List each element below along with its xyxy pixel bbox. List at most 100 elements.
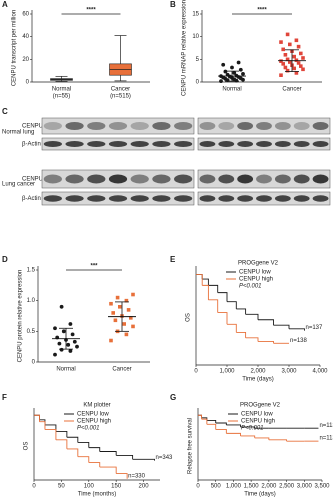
- blot-band: [218, 174, 235, 184]
- y-axis-label: OS: [24, 442, 30, 451]
- km-step: [226, 424, 241, 427]
- point: [221, 62, 226, 67]
- blot-group-label: Normal lung: [2, 130, 34, 136]
- point: [294, 71, 299, 75]
- km-step: [226, 432, 241, 436]
- x-tick-label: Normal: [56, 367, 75, 373]
- km-step: [215, 422, 227, 425]
- point: [301, 67, 305, 72]
- blot-band: [274, 195, 291, 202]
- x-tick-label: 3,500: [314, 484, 330, 490]
- significance-label: ***: [90, 264, 98, 270]
- km-step: [258, 341, 274, 344]
- km-step: [254, 437, 270, 440]
- blot-band: [237, 174, 254, 184]
- legend-label: CENPU low: [77, 412, 109, 418]
- chart-title: PROGgene V2: [240, 403, 281, 409]
- blot-band: [218, 122, 235, 130]
- blot-row-label: β-Actin: [22, 196, 41, 202]
- p-value: P<0.001: [239, 284, 262, 290]
- km-step: [236, 308, 247, 315]
- point: [299, 64, 303, 68]
- x-tick-label: 3,000: [297, 484, 313, 490]
- point: [59, 304, 64, 309]
- y-tick-label: 0: [26, 80, 30, 86]
- blot-band: [256, 141, 272, 147]
- km-step: [44, 429, 57, 440]
- km-step: [206, 423, 217, 430]
- x-tick-label: 2,000: [250, 369, 266, 375]
- point: [118, 305, 122, 309]
- point: [126, 308, 131, 312]
- panel-letter: A: [2, 0, 8, 9]
- point: [285, 57, 290, 62]
- km-step: [39, 421, 46, 430]
- y-tick-label: 0: [196, 80, 200, 86]
- point: [294, 38, 299, 43]
- point: [70, 332, 75, 337]
- km-step: [34, 414, 40, 420]
- km-step: [208, 284, 219, 293]
- km-step: [99, 466, 117, 474]
- point: [232, 71, 237, 75]
- legend-label: CENPU high: [239, 277, 273, 283]
- blot-band: [130, 174, 149, 184]
- point: [131, 292, 135, 297]
- km-step: [289, 328, 305, 331]
- km-step: [217, 312, 228, 325]
- blot-band: [152, 122, 171, 130]
- km-step: [202, 284, 209, 300]
- km-step: [227, 301, 237, 309]
- km-step: [268, 439, 288, 442]
- panel-letter: G: [170, 393, 176, 402]
- km-step: [215, 429, 227, 434]
- blot-band: [65, 122, 84, 130]
- km-step: [116, 454, 134, 460]
- x-tick-label: Normal: [222, 87, 241, 93]
- axes: [201, 10, 322, 83]
- point: [301, 56, 305, 60]
- point: [238, 67, 243, 72]
- blot-band: [256, 174, 272, 184]
- y-tick-label: 0.5: [27, 329, 36, 335]
- point: [66, 342, 71, 347]
- point: [75, 344, 79, 349]
- p-value: P<0.001: [241, 426, 264, 432]
- x-axis-label: Time (days): [244, 492, 275, 498]
- point: [57, 341, 62, 346]
- x-tick-label: 1,000: [226, 484, 242, 490]
- blot-band: [199, 141, 216, 147]
- km-step: [245, 337, 259, 342]
- x-tick-label: 50: [58, 484, 65, 490]
- legend-label: CENPU high: [241, 419, 275, 425]
- blot-band: [130, 195, 149, 202]
- km-step: [116, 473, 128, 479]
- legend-label: CENPU high: [77, 419, 111, 425]
- blot-band: [237, 195, 254, 202]
- point: [124, 332, 129, 337]
- km-step: [132, 458, 155, 461]
- point: [113, 318, 118, 323]
- point: [59, 347, 64, 352]
- blot-group-label: Lung cancer: [2, 182, 35, 188]
- blot-band: [293, 141, 310, 147]
- point: [230, 65, 234, 70]
- km-step: [88, 462, 101, 468]
- x-tick-label: 100: [84, 484, 95, 490]
- x-tick-label: 500: [211, 484, 222, 490]
- blot-row-label: CENPU: [22, 177, 43, 183]
- y-axis-label: CENPU mRNAP relative expression: [182, 0, 188, 96]
- km-step: [66, 448, 79, 457]
- y-tick-label: 20: [22, 57, 29, 63]
- significance-label: ****: [86, 8, 96, 14]
- blot-band: [218, 141, 235, 147]
- blot-band: [108, 122, 128, 130]
- n-label: n=138: [290, 338, 308, 344]
- y-tick-label: 10: [192, 34, 199, 40]
- point: [53, 352, 57, 357]
- km-step: [196, 274, 203, 280]
- point: [109, 338, 113, 343]
- blot-band: [293, 195, 310, 202]
- panel-letter: F: [2, 393, 7, 402]
- blot-band: [43, 122, 62, 130]
